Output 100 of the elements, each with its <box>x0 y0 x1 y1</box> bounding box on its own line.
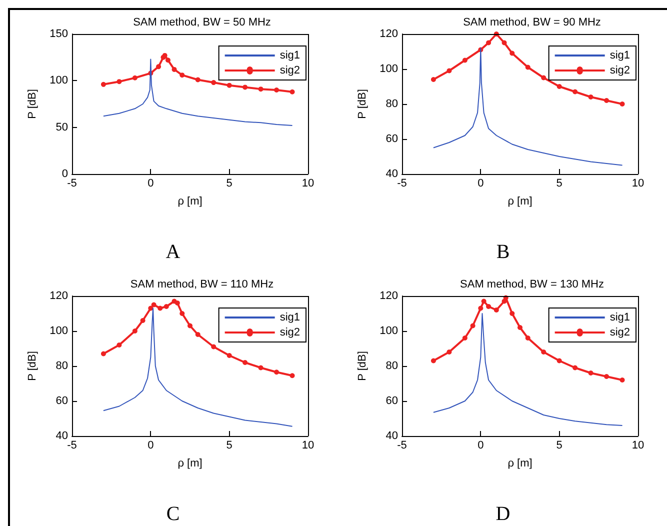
point <box>140 318 146 323</box>
y-tick-label: 0 <box>62 168 68 180</box>
x-tick-label: 10 <box>302 440 314 452</box>
point <box>481 298 486 304</box>
point <box>518 325 522 330</box>
chart-title: SAM method, BW = 50 MHz <box>133 16 271 28</box>
y-tick-label: 40 <box>56 430 68 442</box>
point <box>541 350 546 354</box>
y-tick-label: 60 <box>386 133 398 145</box>
point <box>478 306 484 311</box>
text: D <box>496 503 510 525</box>
point <box>100 351 106 356</box>
legend-label: sig2 <box>280 326 300 338</box>
point <box>226 82 232 88</box>
x-tick-label: 10 <box>632 178 644 190</box>
x-axis-title: ρ [m] <box>178 196 202 208</box>
y-tick-label: 120 <box>380 290 398 302</box>
x-tick-label: 5 <box>556 440 562 452</box>
point <box>226 353 232 358</box>
chart-title: SAM method, BW = 130 MHz <box>460 278 604 290</box>
point <box>572 365 578 370</box>
point <box>588 370 594 376</box>
point <box>195 332 200 337</box>
y-tick-label: 100 <box>50 74 68 87</box>
x-tick-label: -5 <box>397 178 407 190</box>
y-tick-label: 50 <box>56 121 68 134</box>
x-tick-label: 5 <box>556 178 562 190</box>
legend-label: sig1 <box>610 50 630 62</box>
point <box>502 40 507 46</box>
y-axis-title: P [dB] <box>356 89 368 119</box>
point <box>525 336 530 340</box>
point <box>510 311 515 316</box>
x-tick-label: -5 <box>67 178 77 190</box>
point <box>180 72 185 78</box>
y-axis-title: P [dB] <box>26 351 38 381</box>
point <box>486 304 492 309</box>
point <box>156 64 162 70</box>
point <box>151 302 156 308</box>
point <box>620 378 625 382</box>
point <box>116 79 122 84</box>
point <box>486 40 492 46</box>
point <box>510 50 515 56</box>
point <box>116 342 122 348</box>
x-tick-label: 5 <box>226 178 232 190</box>
point <box>462 336 468 340</box>
y-axis-title: P [dB] <box>356 351 368 381</box>
point <box>494 308 499 312</box>
text: B <box>496 241 510 263</box>
x-axis-title: ρ [m] <box>508 196 532 208</box>
legend-label: sig2 <box>610 64 630 76</box>
point <box>604 98 610 103</box>
x-tick-label: -5 <box>397 440 407 452</box>
point <box>188 323 192 328</box>
legend-label: sig1 <box>610 312 630 324</box>
x-tick-label: 0 <box>478 440 484 452</box>
x-tick-label: -5 <box>67 440 77 452</box>
point <box>274 88 280 92</box>
chart-title: SAM method, BW = 110 MHz <box>130 278 274 290</box>
y-tick-label: 60 <box>386 395 398 407</box>
point <box>132 75 138 80</box>
point <box>148 306 154 311</box>
point <box>164 304 169 309</box>
point <box>525 64 530 70</box>
point <box>174 300 180 306</box>
point <box>100 82 106 87</box>
y-tick-label: 100 <box>380 63 398 75</box>
x-tick-label: 0 <box>148 178 154 190</box>
point <box>211 80 216 86</box>
point <box>290 373 295 378</box>
point <box>446 350 452 354</box>
legend-label: sig1 <box>280 312 300 324</box>
x-tick-label: 0 <box>148 440 154 452</box>
x-tick-label: 10 <box>302 178 314 190</box>
point <box>556 358 562 364</box>
point <box>462 58 468 63</box>
point <box>620 102 625 106</box>
legend-label: sig2 <box>610 326 630 338</box>
point <box>242 360 248 365</box>
point <box>588 94 594 100</box>
y-axis-title: P [dB] <box>26 89 38 119</box>
y-tick-label: 120 <box>380 28 398 40</box>
x-tick-label: 10 <box>632 440 644 452</box>
point <box>165 58 170 63</box>
text: C <box>166 503 180 525</box>
y-tick-label: 60 <box>56 395 68 407</box>
x-axis-title: ρ [m] <box>178 458 202 470</box>
y-tick-label: 100 <box>380 325 398 337</box>
x-tick-label: 0 <box>478 178 484 190</box>
point <box>556 84 562 89</box>
y-tick-label: 100 <box>50 325 68 337</box>
y-tick-label: 120 <box>50 290 68 302</box>
point <box>158 306 163 311</box>
point <box>180 311 185 316</box>
point <box>541 75 546 80</box>
point <box>604 374 610 379</box>
y-tick-label: 40 <box>386 168 398 180</box>
point <box>572 89 578 94</box>
y-tick-label: 80 <box>386 98 398 110</box>
point <box>446 68 452 74</box>
point <box>242 84 248 90</box>
